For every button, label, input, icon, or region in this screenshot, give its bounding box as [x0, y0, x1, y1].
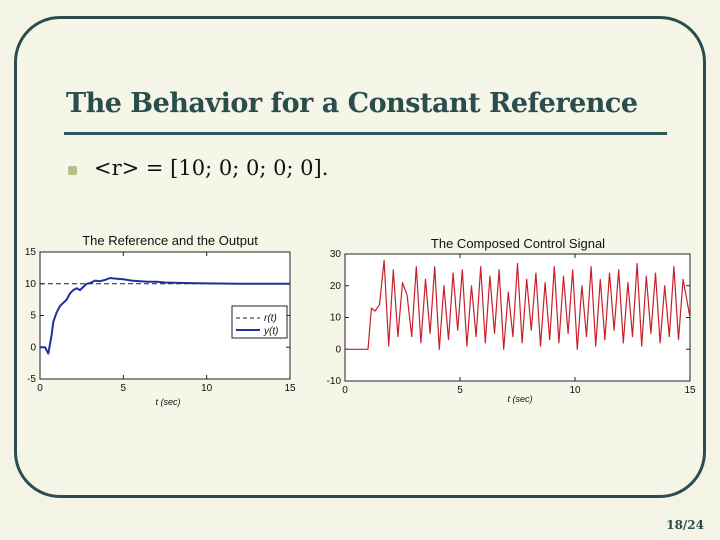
- y-tick-label: 10: [330, 313, 342, 324]
- legend-box: [231, 305, 288, 339]
- x-tick-label: 15: [284, 383, 296, 394]
- slide-title: The Behavior for a Constant Reference: [66, 88, 638, 119]
- title-underline: [64, 132, 667, 135]
- bullet-marker: [68, 166, 77, 175]
- x-tick-label: 10: [569, 385, 581, 396]
- y-tick-label: 0: [335, 344, 341, 355]
- y-tick-label: 20: [330, 281, 342, 292]
- x-tick-label: 5: [457, 385, 463, 396]
- y-tick-label: 0: [30, 342, 36, 353]
- page-number: 18/24: [666, 518, 704, 532]
- x-axis-label: t (sec): [155, 397, 180, 407]
- y-tick-label: -5: [27, 374, 36, 385]
- y-tick-label: 10: [25, 279, 37, 290]
- control-signal-line: [345, 259, 691, 350]
- series-line-yt: [40, 277, 290, 355]
- x-tick-label: 10: [201, 383, 213, 394]
- plot-area: [345, 254, 690, 381]
- reference-equation: <r> = [10; 0; 0; 0; 0].: [94, 156, 329, 180]
- reference-output-chart: The Reference and the Output t (sec) 0 5 1…: [25, 233, 296, 407]
- x-axis-label: t (sec): [507, 394, 532, 404]
- chart-title: The Reference and the Output: [82, 233, 258, 248]
- legend-label-y: y(t): [263, 326, 278, 337]
- y-tick-label: 5: [30, 311, 36, 322]
- legend-label-r: r(t): [264, 313, 277, 324]
- data-lines: [40, 277, 290, 355]
- data-lines: [345, 259, 691, 350]
- y-tick-label: -10: [327, 376, 342, 387]
- x-tick-label: 15: [684, 385, 696, 396]
- y-tick-label: 30: [330, 249, 342, 260]
- chart-title: The Composed Control Signal: [431, 236, 605, 251]
- control-signal-chart: The Composed Control Signal t (sec) 0 5 10…: [327, 236, 696, 404]
- x-tick-label: 0: [342, 385, 348, 396]
- x-tick-label: 0: [37, 383, 43, 394]
- y-tick-label: 15: [25, 247, 37, 258]
- legend: r(t) y(t): [231, 305, 288, 339]
- x-tick-label: 5: [121, 383, 127, 394]
